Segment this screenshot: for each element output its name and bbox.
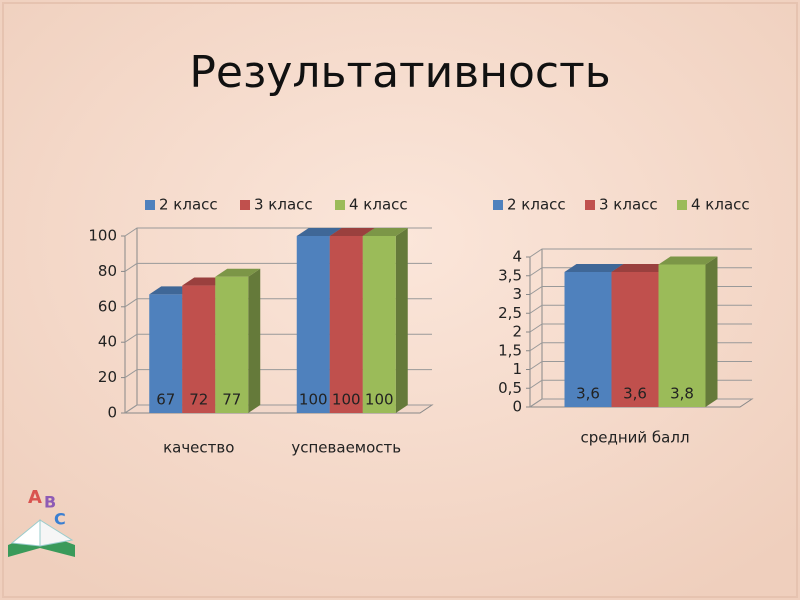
bar-top (658, 256, 718, 265)
legend-swatch (493, 200, 503, 210)
y-tick-label: 40 (98, 333, 117, 351)
bar (329, 236, 363, 413)
x-tick-label: качество (163, 439, 234, 457)
bar-side (705, 256, 718, 407)
y-tick-label: 0,5 (498, 379, 522, 397)
bar (658, 264, 706, 407)
legend-label: 4 класс (349, 196, 408, 214)
value-label: 3,6 (623, 385, 647, 403)
legend-swatch (677, 200, 687, 210)
bar-top (362, 228, 408, 236)
slide-title: Результативность (189, 47, 610, 98)
legend-label: 2 класс (507, 196, 566, 214)
value-label: 100 (365, 391, 394, 409)
y-tick-label: 100 (88, 227, 117, 245)
value-label: 77 (222, 391, 241, 409)
y-tick-label: 60 (98, 297, 117, 315)
y-tick-label: 1,5 (498, 341, 522, 359)
legend-swatch (240, 200, 250, 210)
y-tick-label: 2 (512, 323, 522, 341)
y-tick-label: 2,5 (498, 304, 522, 322)
bar (564, 272, 612, 407)
legend-swatch (585, 200, 595, 210)
y-tick-label: 1 (512, 360, 522, 378)
bar-top (611, 264, 671, 272)
bar-top (296, 228, 342, 236)
value-label: 100 (332, 391, 361, 409)
value-label: 3,8 (670, 385, 694, 403)
legend-label: 2 класс (159, 196, 218, 214)
svg-text:B: B (44, 493, 56, 512)
bar-top (564, 264, 624, 272)
legend-swatch (145, 200, 155, 210)
value-label: 100 (299, 391, 328, 409)
y-tick-label: 0 (107, 404, 117, 422)
bar (215, 276, 249, 413)
bar (149, 294, 183, 413)
bar-top (215, 268, 261, 277)
legend-label: 3 класс (599, 196, 658, 214)
value-label: 67 (156, 391, 175, 409)
svg-text:A: A (28, 487, 42, 508)
bar (362, 236, 396, 413)
bar-side (248, 268, 261, 413)
legend-label: 4 класс (691, 196, 750, 214)
bar-top (329, 228, 375, 236)
grid-line (529, 248, 752, 258)
x-tick-label: успеваемость (291, 439, 401, 457)
legend-label: 3 класс (254, 196, 313, 214)
value-label: 3,6 (576, 385, 600, 403)
y-tick-label: 3 (512, 285, 522, 303)
y-tick-label: 0 (512, 398, 522, 416)
y-tick-label: 4 (512, 248, 522, 266)
abc-book-icon: A B C (8, 487, 75, 557)
bar (296, 236, 330, 413)
svg-text:C: C (54, 510, 66, 529)
y-tick-label: 20 (98, 368, 117, 386)
value-label: 72 (189, 391, 208, 409)
bar-side (395, 228, 408, 413)
bar (182, 285, 216, 413)
x-tick-label: средний балл (580, 429, 689, 447)
y-tick-label: 80 (98, 262, 117, 280)
legend-swatch (335, 200, 345, 210)
y-tick-label: 3,5 (498, 266, 522, 284)
bar (611, 272, 659, 407)
